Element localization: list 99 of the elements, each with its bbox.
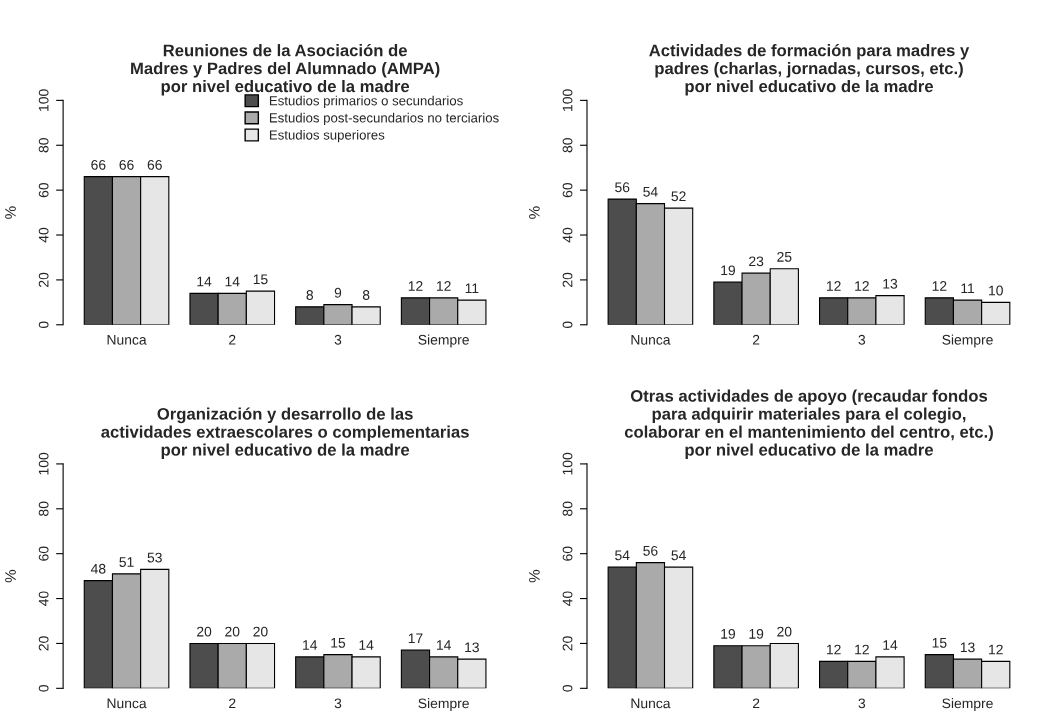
y-tick-label: 60 <box>562 182 573 198</box>
y-axis-title: % <box>529 206 540 219</box>
y-axis-title: % <box>5 206 16 219</box>
x-tick-label: 3 <box>858 698 866 709</box>
x-tick-label: 2 <box>752 334 760 345</box>
data-label: 12 <box>437 281 451 291</box>
x-tick-label: 2 <box>229 698 236 709</box>
data-label: 53 <box>147 552 162 563</box>
data-label: 13 <box>883 278 898 289</box>
x-tick-label: Siempre <box>942 334 993 348</box>
data-label: 14 <box>197 276 212 287</box>
y-tick-label: 60 <box>562 546 573 561</box>
x-tick-label: 2 <box>752 698 760 709</box>
y-tick-label: 20 <box>562 636 573 651</box>
y-tick-label: 100 <box>38 89 49 111</box>
y-tick-label: 0 <box>38 685 49 692</box>
data-label: 8 <box>306 290 314 300</box>
data-label: 12 <box>855 281 869 291</box>
y-tick-label: 40 <box>562 227 573 243</box>
data-label: 12 <box>932 281 947 291</box>
data-label: 20 <box>777 626 792 637</box>
data-label: 12 <box>826 644 841 655</box>
data-label: 12 <box>855 644 869 655</box>
x-tick-label: Nunca <box>107 335 147 345</box>
chart-title: Actividades de formación para madres y padres (charlas, jornadas, cursos, etc.) por nivel educativo de la madre <box>649 43 970 96</box>
data-label: 20 <box>225 626 240 637</box>
data-label: 14 <box>883 640 898 650</box>
y-tick-label: 40 <box>38 591 49 606</box>
data-label: 11 <box>465 283 479 294</box>
data-label: 14 <box>437 640 451 650</box>
data-label: 56 <box>615 182 630 193</box>
data-label: 66 <box>119 159 134 170</box>
chart-title: Otras actividades de apoyo (recaudar fondos para adquirir materiales para el colegio, colaborar en el mantenimiento del centro, etc.) por nivel educativo de la madre <box>624 389 993 460</box>
x-tick-label: 3 <box>334 334 342 345</box>
data-label: 13 <box>960 642 975 653</box>
x-tick-label: 3 <box>858 334 866 345</box>
chart-title: Reuniones de la Asociación de Madres y Padres del Alumnado (AMPA) por nivel educativo de la madre <box>131 43 440 96</box>
y-tick-label: 100 <box>562 452 573 475</box>
data-label: 9 <box>334 287 342 298</box>
x-tick-label: Nunca <box>107 698 147 709</box>
data-label: 66 <box>91 159 106 170</box>
data-label: 15 <box>253 274 268 285</box>
data-label: 14 <box>359 640 374 650</box>
y-tick-label: 80 <box>562 501 573 516</box>
y-tick-label: 0 <box>38 321 49 329</box>
chart-title: Organización y desarrollo de las actividades extraescolares o complementarias por nivel educativo de la madre <box>101 407 469 460</box>
data-label: 14 <box>225 276 240 287</box>
y-tick-label: 80 <box>38 138 49 153</box>
data-label: 25 <box>777 251 792 262</box>
x-tick-label: 3 <box>334 698 342 709</box>
legend-label: Estudios primarios o secundarios <box>269 95 463 108</box>
data-label: 52 <box>671 191 686 202</box>
data-label: 10 <box>989 285 1003 296</box>
data-label: 19 <box>721 265 735 276</box>
data-label: 48 <box>90 563 106 574</box>
y-tick-label: 80 <box>562 138 573 153</box>
data-label: 12 <box>826 281 841 291</box>
data-label: 12 <box>408 281 423 291</box>
x-tick-label: Nunca <box>631 335 671 345</box>
data-label: 23 <box>749 256 764 267</box>
data-label: 54 <box>643 187 658 197</box>
data-label: 11 <box>961 283 975 294</box>
data-label: 12 <box>989 644 1003 655</box>
data-label: 19 <box>749 628 764 639</box>
legend-label: Estudios superiores <box>269 129 385 143</box>
y-tick-label: 0 <box>562 685 573 692</box>
data-label: 20 <box>253 626 268 637</box>
data-label: 17 <box>408 633 423 644</box>
y-tick-label: 20 <box>38 636 49 651</box>
data-label: 15 <box>331 638 346 648</box>
data-label: 8 <box>362 290 370 300</box>
y-axis-title: % <box>5 569 16 583</box>
y-tick-label: 20 <box>562 272 573 287</box>
y-tick-label: 40 <box>562 591 573 606</box>
x-tick-label: Siempre <box>942 698 993 711</box>
data-label: 19 <box>721 628 735 639</box>
data-label: 13 <box>465 642 479 653</box>
y-tick-label: 100 <box>562 89 573 111</box>
y-tick-label: 20 <box>38 272 49 287</box>
y-tick-label: 60 <box>38 182 49 198</box>
data-label: 51 <box>119 557 134 567</box>
y-axis-title: % <box>529 569 540 583</box>
y-tick-label: 80 <box>38 501 49 516</box>
data-label: 54 <box>615 550 630 561</box>
data-label: 56 <box>643 545 658 556</box>
x-tick-label: 2 <box>229 334 236 345</box>
data-label: 20 <box>197 626 212 637</box>
y-tick-label: 60 <box>38 546 49 561</box>
legend-label: Estudios post-secundarios no terciarios <box>269 112 499 126</box>
data-label: 54 <box>671 550 686 561</box>
y-tick-label: 0 <box>562 321 573 329</box>
y-tick-label: 40 <box>38 227 49 243</box>
x-tick-label: Siempre <box>418 698 469 711</box>
x-tick-label: Siempre <box>418 334 469 348</box>
x-tick-label: Nunca <box>631 698 671 709</box>
y-tick-label: 100 <box>38 452 49 475</box>
data-label: 66 <box>147 159 162 170</box>
data-label: 14 <box>303 640 318 650</box>
data-label: 15 <box>932 638 947 648</box>
